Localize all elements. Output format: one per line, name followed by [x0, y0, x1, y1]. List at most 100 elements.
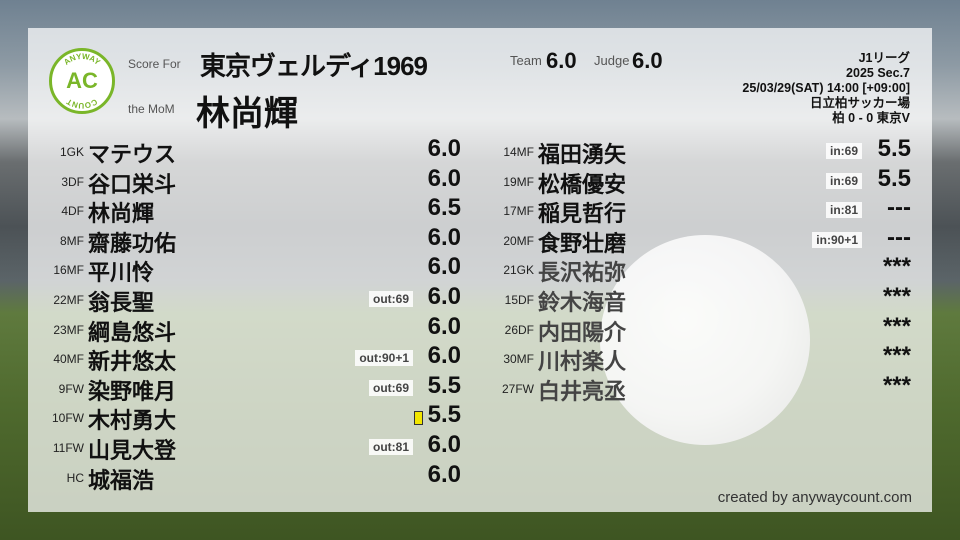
player-name: 稲見哲行: [538, 201, 627, 227]
number-position: HC: [66, 470, 84, 485]
player-score: 6.0: [427, 312, 461, 340]
score-panel: [28, 28, 932, 512]
player-row: 3DF 谷口栄斗 6.0: [28, 164, 461, 197]
player-name: 山見大登: [88, 438, 177, 463]
player-score: ***: [882, 253, 911, 281]
number-position: 4DF: [61, 204, 84, 219]
number-position: 14MF: [503, 145, 534, 159]
player-row: 14MF 福田湧矢 in:69 5.5: [478, 135, 911, 167]
player-name: 食野壮磨: [538, 230, 627, 256]
player-score: ---: [887, 194, 911, 222]
number-position: 10FW: [51, 411, 84, 426]
number-position: 11FW: [52, 441, 84, 455]
number-position: 21GK: [503, 263, 534, 278]
score-for-label: Score For: [128, 57, 181, 71]
judge-score: 6.0: [632, 48, 663, 73]
player-score: 6.0: [427, 460, 461, 488]
player-name: 翁長聖: [88, 290, 155, 315]
player-row: 22MF 翁長聖 out:69 6.0: [28, 283, 461, 315]
datetime: 25/03/29(SAT) 14:00 [+09:00]: [742, 81, 910, 95]
team-score: 6.0: [546, 48, 577, 73]
player-score: 6.0: [427, 283, 461, 310]
number-position: 16MF: [53, 263, 84, 278]
player-row: 30MF 川村楽人 ***: [478, 342, 911, 374]
player-name: 長沢祐弥: [538, 260, 627, 286]
player-name: 白井亮丞: [538, 378, 627, 404]
player-name: 谷口栄斗: [88, 171, 177, 197]
player-row: 19MF 松橋優安 in:69 5.5: [478, 164, 911, 197]
player-name: 松橋優安: [538, 171, 627, 197]
player-row: 21GK 長沢祐弥 ***: [478, 253, 911, 286]
player-name: 福田湧矢: [538, 142, 627, 167]
number-position: 3DF: [61, 174, 84, 189]
player-score: ***: [882, 312, 911, 340]
player-row: 9FW 染野唯月 out:69 5.5: [28, 371, 461, 404]
venue: 日立柏サッカー場: [809, 96, 910, 110]
credit: created by anywaycount.com: [717, 489, 912, 506]
player-score: 5.5: [877, 164, 911, 192]
result: 柏 0 - 0 東京V: [832, 111, 910, 125]
player-row: 8MF 齋藤功佑 6.0: [28, 223, 461, 256]
match-info: J1リーグ 2025 Sec.7 25/03/29(SAT) 14:00 [+0…: [742, 51, 910, 126]
number-position: 15DF: [504, 293, 534, 307]
judge-label: Judge: [594, 53, 630, 68]
sub-badge: out:69: [369, 291, 413, 307]
player-score: 6.0: [427, 253, 461, 281]
player-row: 20MF 食野壮磨 in:90+1 ---: [478, 223, 911, 256]
player-name: 染野唯月: [88, 378, 177, 404]
sub-badge: in:69: [825, 143, 862, 159]
player-name: 鈴木海音: [538, 290, 627, 315]
number-position: 40MF: [53, 352, 84, 367]
number-position: 1GK: [59, 145, 84, 159]
league: J1リーグ: [858, 51, 910, 65]
player-name: 城福浩: [88, 467, 155, 493]
number-position: 22MF: [53, 293, 84, 307]
svg-text:COUNT: COUNT: [65, 97, 99, 110]
sub-badge: out:81: [369, 439, 413, 455]
sub-badge: in:69: [825, 172, 862, 189]
player-row: 27FW 白井亮丞 ***: [478, 371, 911, 404]
sub-badge: in:81: [825, 202, 862, 219]
player-score: ***: [882, 283, 911, 310]
player-name: 齋藤功佑: [88, 230, 177, 256]
player-score: 5.5: [427, 401, 461, 429]
player-score: ***: [882, 342, 911, 370]
number-position: 23MF: [53, 322, 84, 337]
player-score: 6.5: [427, 194, 461, 222]
player-score: 5.5: [427, 371, 461, 399]
player-score: 6.0: [427, 135, 461, 162]
player-row: 10FW 木村勇大 5.5: [28, 401, 461, 433]
player-row: 1GK マテウス 6.0: [28, 135, 461, 167]
number-position: 9FW: [58, 381, 84, 396]
player-row: 11FW 山見大登 out:81 6.0: [28, 431, 461, 463]
yellow-card-icon: [414, 411, 423, 426]
number-position: 8MF: [60, 233, 84, 248]
player-row: 17MF 稲見哲行 in:81 ---: [478, 194, 911, 227]
section: 2025 Sec.7: [846, 66, 910, 80]
player-row: 16MF 平川怜 6.0: [28, 253, 461, 286]
team-name: 東京ヴェルディ1969: [200, 51, 428, 81]
team-label: Team: [510, 53, 542, 68]
number-position: 20MF: [503, 233, 534, 248]
player-name: 内田陽介: [538, 319, 627, 345]
player-row: 26DF 内田陽介 ***: [478, 312, 911, 345]
player-score: 6.0: [427, 223, 461, 251]
player-score: 5.5: [877, 135, 911, 162]
logo-text: AC: [66, 68, 98, 93]
player-row: 15DF 鈴木海音 ***: [478, 283, 911, 315]
number-position: 17MF: [503, 204, 534, 219]
anywaycount-logo: ANYWAY COUNT AC: [49, 48, 115, 114]
player-score: 6.0: [427, 342, 461, 370]
sub-badge: in:90+1: [812, 231, 862, 248]
player-row: HC 城福浩 6.0: [28, 460, 461, 493]
player-score: 6.0: [427, 164, 461, 192]
player-name: 新井悠太: [88, 349, 177, 375]
player-score: ***: [882, 371, 911, 399]
player-name: 綱島悠斗: [88, 319, 177, 345]
mom-name: 林尚輝: [196, 95, 298, 133]
player-row: 4DF 林尚輝 6.5: [28, 194, 461, 227]
player-name: 平川怜: [88, 260, 155, 286]
player-name: 林尚輝: [88, 201, 155, 227]
number-position: 30MF: [503, 352, 534, 367]
player-score: ---: [887, 223, 911, 251]
